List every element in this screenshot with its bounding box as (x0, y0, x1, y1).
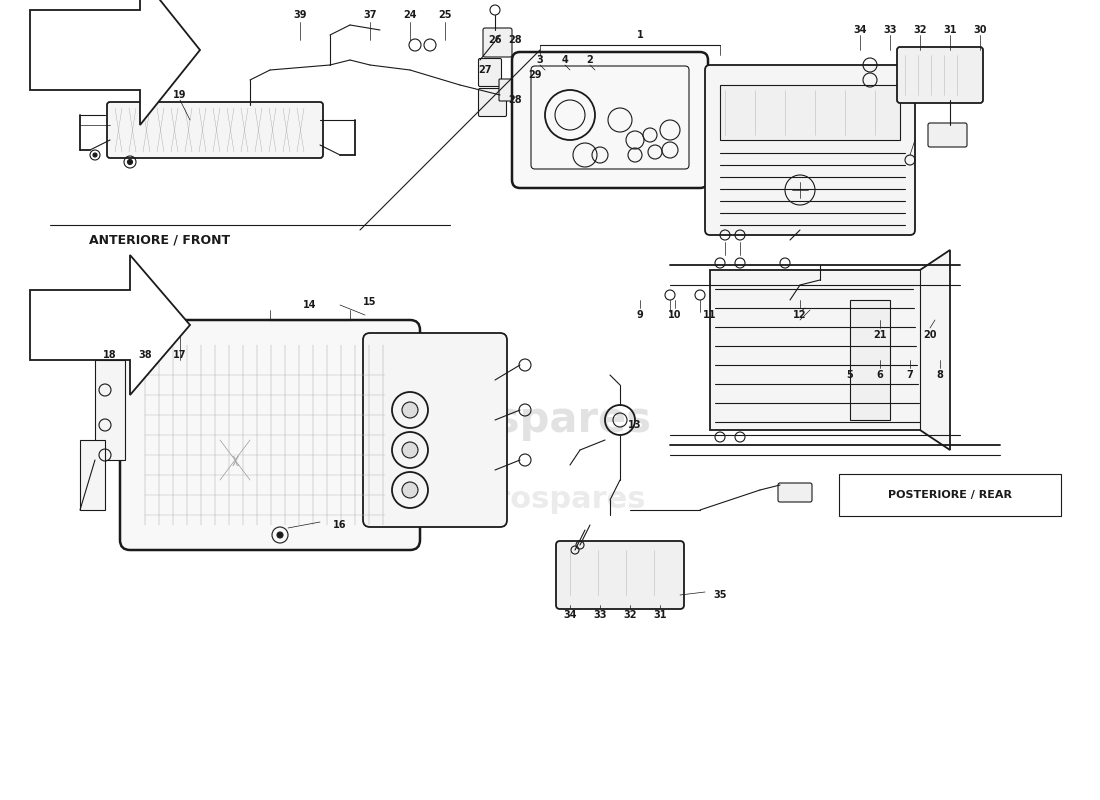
FancyBboxPatch shape (478, 89, 506, 117)
Bar (80, 440, 104, 510)
Polygon shape (30, 255, 190, 395)
Text: 26: 26 (488, 35, 502, 45)
Text: 32: 32 (913, 25, 926, 35)
Circle shape (402, 482, 418, 498)
Text: 28: 28 (508, 35, 521, 45)
Text: 25: 25 (438, 10, 452, 20)
Text: eurospares: eurospares (388, 399, 651, 441)
FancyBboxPatch shape (928, 123, 967, 147)
FancyBboxPatch shape (499, 79, 521, 101)
Text: 19: 19 (174, 90, 187, 100)
Text: 29: 29 (528, 70, 541, 80)
Text: 24: 24 (404, 10, 417, 20)
Text: 30: 30 (974, 25, 987, 35)
Text: 6: 6 (877, 370, 883, 380)
FancyBboxPatch shape (778, 483, 812, 502)
Circle shape (277, 532, 283, 538)
FancyBboxPatch shape (705, 65, 915, 235)
Text: 11: 11 (703, 310, 717, 320)
FancyBboxPatch shape (363, 333, 507, 527)
Text: POSTERIORE / REAR: POSTERIORE / REAR (888, 490, 1012, 500)
Bar (95, 360, 125, 460)
Text: 37: 37 (363, 10, 376, 20)
Circle shape (94, 153, 97, 157)
Text: 21: 21 (873, 330, 887, 340)
Bar (850, 300, 890, 420)
FancyBboxPatch shape (478, 58, 502, 86)
FancyBboxPatch shape (896, 47, 983, 103)
Text: 17: 17 (174, 350, 187, 360)
Text: 28: 28 (508, 95, 521, 105)
Text: 33: 33 (593, 610, 607, 620)
Text: 13: 13 (628, 420, 641, 430)
Text: 31: 31 (653, 610, 667, 620)
Text: 16: 16 (333, 520, 346, 530)
Text: 18: 18 (103, 350, 117, 360)
Text: ANTERIORE / FRONT: ANTERIORE / FRONT (89, 234, 231, 246)
Text: 12: 12 (793, 310, 806, 320)
Text: 32: 32 (624, 610, 637, 620)
FancyBboxPatch shape (120, 320, 420, 550)
FancyBboxPatch shape (512, 52, 708, 188)
FancyBboxPatch shape (556, 541, 684, 609)
Text: 1: 1 (637, 30, 644, 40)
Text: eurospares: eurospares (453, 486, 647, 514)
Text: 35: 35 (713, 590, 727, 600)
Text: χ: χ (231, 454, 239, 466)
Text: 33: 33 (883, 25, 896, 35)
Circle shape (128, 159, 132, 165)
Text: 8: 8 (936, 370, 944, 380)
Circle shape (402, 442, 418, 458)
FancyBboxPatch shape (483, 28, 512, 57)
Polygon shape (30, 0, 200, 125)
Text: 7: 7 (906, 370, 913, 380)
Polygon shape (710, 250, 950, 450)
Text: 2: 2 (586, 55, 593, 65)
Text: 34: 34 (854, 25, 867, 35)
Text: 9: 9 (637, 310, 644, 320)
Text: 38: 38 (139, 350, 152, 360)
Circle shape (402, 402, 418, 418)
Text: 27: 27 (478, 65, 492, 75)
Bar (720, 85, 900, 140)
Text: 5: 5 (847, 370, 854, 380)
Text: 39: 39 (294, 10, 307, 20)
Text: 10: 10 (669, 310, 682, 320)
Text: 34: 34 (563, 610, 576, 620)
Text: 20: 20 (923, 330, 937, 340)
Text: 3: 3 (537, 55, 543, 65)
FancyBboxPatch shape (107, 102, 323, 158)
Text: 4: 4 (562, 55, 569, 65)
Text: 15: 15 (363, 297, 376, 307)
Text: 14: 14 (304, 300, 317, 310)
Text: 31: 31 (944, 25, 957, 35)
